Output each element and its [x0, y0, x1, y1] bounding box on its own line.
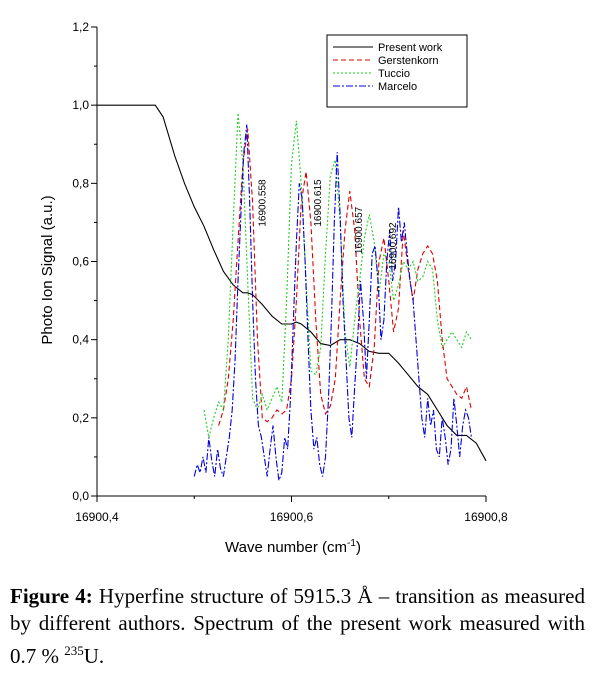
isotope-superscript: 235 — [64, 643, 84, 658]
series-layer — [97, 104, 487, 481]
y-tick-label: 0,4 — [72, 333, 89, 347]
x-tick-label: 16900,6 — [270, 510, 314, 524]
y-tick-label: 0,6 — [72, 255, 89, 269]
series-line-tuccio — [203, 112, 472, 438]
y-tick-label: 1,2 — [72, 20, 89, 34]
peak-label: 16900.615 — [313, 179, 324, 227]
figure-label: Figure 4: — [10, 584, 93, 608]
peak-label: 16900.692 — [388, 222, 399, 270]
legend-label-gerstenkorn: Gerstenkorn — [378, 55, 439, 67]
y-tick-label: 0,2 — [72, 411, 89, 425]
figure-caption: Figure 4: Hyperfine structure of 5915.3 … — [10, 583, 585, 670]
x-tick-label: 16900,8 — [464, 510, 508, 524]
series-line-gerstenkorn — [218, 128, 472, 426]
axes: 0,0 0,2 0,4 0,6 0,8 1,0 1,2 16900,4 16900,6 16900… — [72, 20, 508, 524]
y-tick-label: 1,0 — [72, 98, 89, 112]
caption-text-2: U. — [83, 644, 105, 668]
peak-label: 16900.558 — [258, 179, 269, 227]
x-axis-title: Wave number (cm-1) — [225, 538, 361, 556]
caption-text-1: Hyperfine structure of 5915.3 Å – transi… — [10, 584, 585, 668]
hyperfine-chart: 0,0 0,2 0,4 0,6 0,8 1,0 1,2 16900,4 16900,6 16900… — [39, 20, 508, 556]
series-line-present-work — [97, 104, 487, 462]
series-line-marcelo — [193, 124, 472, 481]
x-tick-label: 16900,4 — [75, 510, 119, 524]
peak-annotations: 16900.558 16900.615 16900.657 16900.692 — [258, 179, 399, 270]
legend-label-tuccio: Tuccio — [378, 68, 410, 80]
y-tick-label: 0,8 — [72, 176, 89, 190]
y-axis-title: Photo Ion Signal (a.u.) — [39, 195, 56, 344]
y-tick-label: 0,0 — [72, 489, 89, 503]
legend-label-present-work: Present work — [378, 42, 443, 54]
legend-label-marcelo: Marcelo — [378, 81, 417, 93]
peak-label: 16900.657 — [354, 206, 365, 254]
